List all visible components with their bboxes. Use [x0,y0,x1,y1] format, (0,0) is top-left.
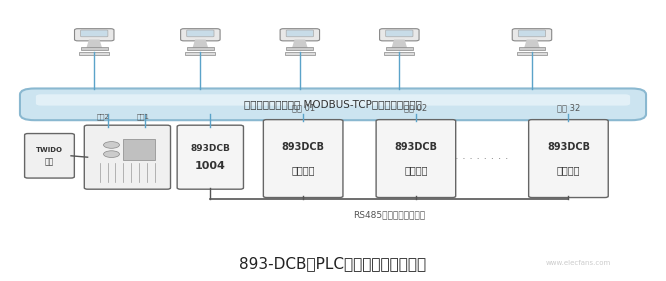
FancyBboxPatch shape [286,30,314,37]
Text: RS485总线或工业以太网: RS485总线或工业以太网 [353,210,426,219]
FancyBboxPatch shape [177,125,244,189]
FancyBboxPatch shape [518,30,545,37]
FancyBboxPatch shape [25,133,75,178]
Text: · · · · · · · ·: · · · · · · · · [456,154,509,164]
Text: TWIDO: TWIDO [36,147,63,153]
Text: 893DCB: 893DCB [282,142,324,152]
Bar [285,52,315,55]
Bar [79,52,109,55]
Bar [187,47,214,50]
Text: 网桥: 网桥 [45,158,54,167]
FancyBboxPatch shape [81,30,108,37]
Polygon shape [87,39,102,48]
Text: 893DCB: 893DCB [547,142,590,152]
Text: 智能前端: 智能前端 [404,165,428,175]
Text: 893-DCB和PLC控制系统连接示意图: 893-DCB和PLC控制系统连接示意图 [240,256,426,271]
FancyBboxPatch shape [36,94,630,106]
Bar [185,52,215,55]
Text: www.elecfans.com: www.elecfans.com [545,260,611,266]
Polygon shape [292,39,308,48]
FancyBboxPatch shape [376,120,456,198]
FancyBboxPatch shape [186,30,214,37]
Bar [384,52,414,55]
Polygon shape [524,39,540,48]
Circle shape [103,151,119,157]
FancyBboxPatch shape [20,89,646,120]
Text: 端口1: 端口1 [137,113,150,120]
FancyBboxPatch shape [180,29,220,41]
Polygon shape [392,39,408,48]
Text: 893DCB: 893DCB [190,144,230,153]
FancyBboxPatch shape [512,29,551,41]
Text: 893DCB: 893DCB [394,142,438,152]
Text: 智能前端: 智能前端 [292,165,315,175]
Bar [286,47,313,50]
Text: 1004: 1004 [195,161,226,171]
Bar [123,139,155,160]
Bar [519,47,545,50]
FancyBboxPatch shape [75,29,114,41]
Text: 智能前端: 智能前端 [557,165,580,175]
Circle shape [103,142,119,148]
Bar [517,52,547,55]
FancyBboxPatch shape [380,29,419,41]
Text: 端口2: 端口2 [97,113,110,120]
Bar [386,47,413,50]
Text: 站址 32: 站址 32 [557,104,580,113]
Text: 工业以太网通讯方式 MODBUS-TCP协议（双网冗余）: 工业以太网通讯方式 MODBUS-TCP协议（双网冗余） [244,99,422,109]
FancyBboxPatch shape [529,120,608,198]
Text: 站址 01: 站址 01 [292,104,315,113]
Polygon shape [192,39,208,48]
FancyBboxPatch shape [85,125,170,189]
FancyBboxPatch shape [386,30,413,37]
FancyBboxPatch shape [263,120,343,198]
Text: 站址 02: 站址 02 [404,104,428,113]
FancyBboxPatch shape [280,29,320,41]
Bar [81,47,108,50]
